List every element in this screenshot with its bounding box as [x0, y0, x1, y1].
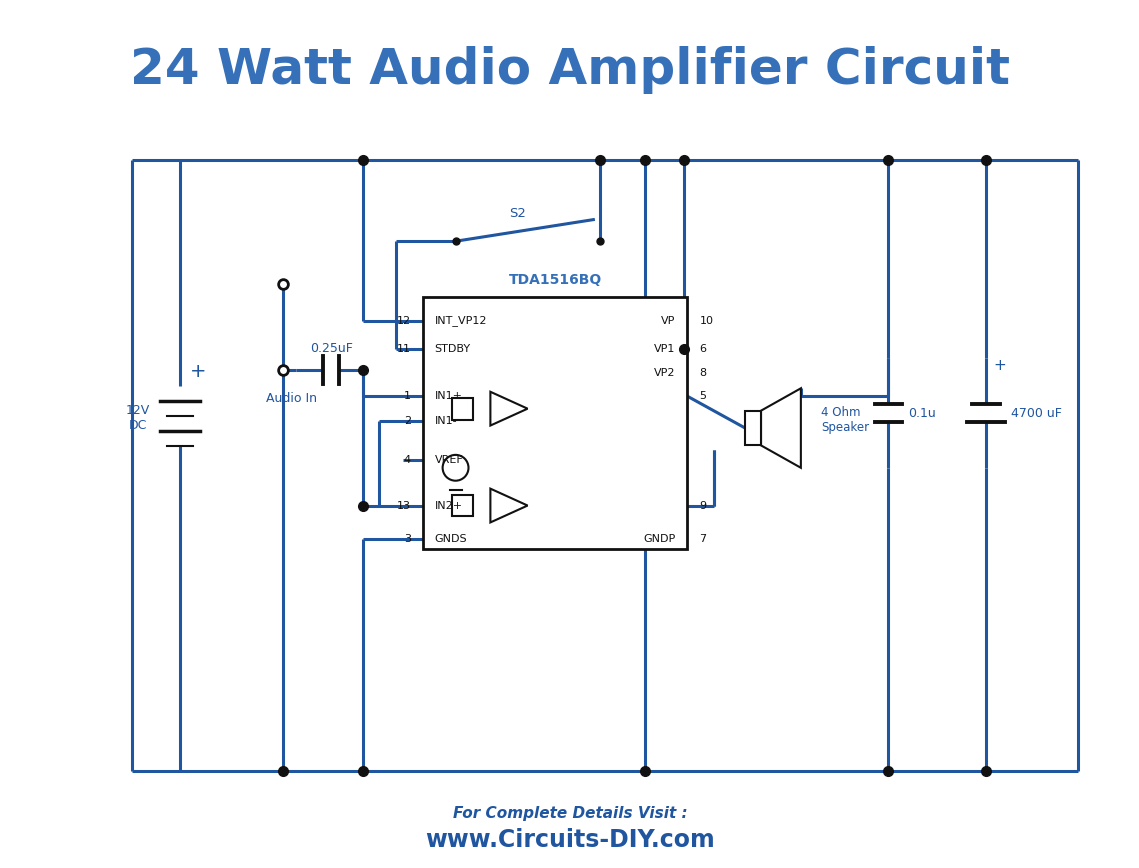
Text: 0.1u: 0.1u [908, 406, 936, 419]
Text: VP2: VP2 [654, 368, 675, 378]
Text: Audio In: Audio In [265, 391, 317, 404]
Polygon shape [491, 489, 527, 523]
Text: 3: 3 [404, 535, 411, 544]
Bar [451, 495, 474, 516]
Text: TDA1516BQ: TDA1516BQ [508, 273, 601, 287]
Text: 24 Watt Audio Amplifier Circuit: 24 Watt Audio Amplifier Circuit [130, 46, 1010, 95]
Text: 2: 2 [403, 416, 411, 426]
Bar [745, 411, 761, 445]
Text: 12V
DC: 12V DC [126, 404, 150, 432]
Bar [423, 297, 688, 549]
Text: 8: 8 [699, 368, 706, 378]
Text: 0.25uF: 0.25uF [310, 342, 353, 355]
Text: 1: 1 [404, 391, 411, 401]
Text: GNDP: GNDP [644, 535, 675, 544]
Text: 12: 12 [396, 316, 411, 326]
Text: S2: S2 [509, 207, 526, 220]
Text: 4700 uF: 4700 uF [1010, 406, 1062, 419]
Text: VP1: VP1 [654, 344, 675, 353]
Text: 4 Ohm
Speaker: 4 Ohm Speaker [821, 406, 869, 434]
Polygon shape [491, 391, 527, 425]
Text: VP: VP [661, 316, 675, 326]
Text: For Complete Details Visit :: For Complete Details Visit : [452, 806, 687, 821]
Text: IN1-: IN1- [435, 416, 457, 426]
Text: 9: 9 [699, 501, 706, 510]
Polygon shape [761, 388, 801, 468]
Text: GNDS: GNDS [435, 535, 467, 544]
Text: STDBY: STDBY [435, 344, 470, 353]
Text: www.Circuits-DIY.com: www.Circuits-DIY.com [425, 828, 715, 852]
Text: IN1+: IN1+ [435, 391, 462, 401]
Text: 5: 5 [699, 391, 706, 401]
Text: +: + [189, 362, 206, 381]
Bar [451, 398, 474, 419]
Text: 6: 6 [699, 344, 706, 353]
Text: 7: 7 [699, 535, 706, 544]
Text: 10: 10 [699, 316, 713, 326]
Text: 4: 4 [403, 455, 411, 465]
Text: IN2+: IN2+ [435, 501, 462, 510]
Text: INT_VP12: INT_VP12 [435, 315, 487, 326]
Text: VREF: VREF [435, 455, 464, 465]
Text: 11: 11 [396, 344, 411, 353]
Text: +: + [993, 358, 1006, 373]
Text: 13: 13 [396, 501, 411, 510]
